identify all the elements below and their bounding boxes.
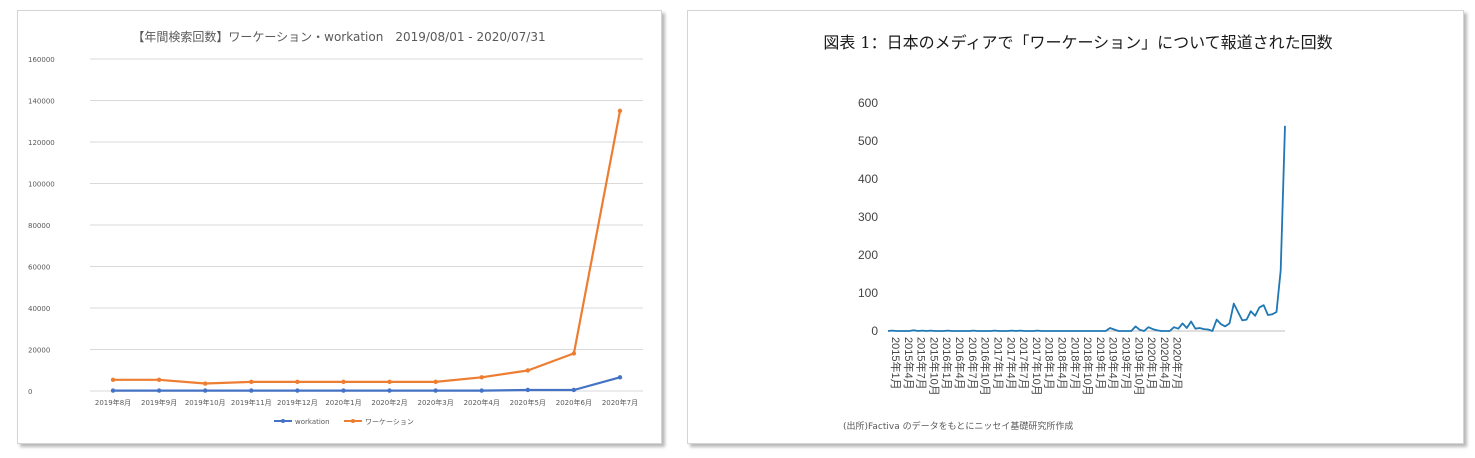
y-tick-label: 120000 <box>28 139 55 147</box>
data-point <box>433 379 438 385</box>
y-tick-label: 200 <box>858 248 878 262</box>
x-tick-label: 2016年10月 <box>979 337 993 396</box>
x-tick-label: 2020年7月 <box>1171 337 1185 390</box>
report-count-line <box>887 125 1286 332</box>
x-tick-label: 2016年7月 <box>966 337 980 390</box>
data-point <box>341 388 346 393</box>
y-tick-label: 60000 <box>28 264 50 272</box>
data-point <box>295 388 300 393</box>
x-tick-label: 2020年3月 <box>417 398 453 407</box>
x-tick-label: 2018年10月 <box>1081 337 1095 396</box>
x-tick-label: 2017年7月 <box>1017 337 1031 390</box>
y-tick-label: 300 <box>858 210 878 224</box>
x-tick-label: 2017年1月 <box>991 337 1005 390</box>
x-tick-label: 2019年1月 <box>1094 337 1108 390</box>
y-tick-label: 0 <box>871 324 878 338</box>
x-tick-label: 2019年10月 <box>1132 337 1146 396</box>
x-tick-label: 2017年4月 <box>1004 337 1018 390</box>
y-tick-label: 600 <box>858 96 878 110</box>
legend-marker <box>281 419 285 423</box>
data-point <box>571 351 577 356</box>
data-point <box>249 379 254 385</box>
x-tick-label: 2019年10月 <box>185 398 226 407</box>
data-point <box>295 379 300 385</box>
x-tick-label: 2018年4月 <box>1055 337 1069 390</box>
y-tick-label: 500 <box>858 134 878 148</box>
legend-label: workation <box>295 418 330 426</box>
data-point <box>525 387 530 393</box>
y-tick-label: 100000 <box>28 181 55 189</box>
y-tick-label: 160000 <box>28 56 55 64</box>
x-tick-label: 2020年5月 <box>510 398 546 407</box>
x-tick-label: 2020年1月 <box>325 398 361 407</box>
y-tick-label: 0 <box>28 388 32 396</box>
data-point <box>110 388 116 393</box>
data-point <box>387 379 392 385</box>
x-tick-label: 2019年9月 <box>141 398 177 407</box>
chart-title: 図表 1：日本のメディアで「ワーケーション」について報道された回数 <box>823 33 1332 52</box>
data-point <box>525 368 530 373</box>
x-tick-label: 2016年1月 <box>940 337 954 390</box>
x-tick-label: 2018年7月 <box>1068 337 1082 390</box>
data-point <box>203 388 208 393</box>
x-tick-label: 2018年1月 <box>1043 337 1057 390</box>
x-tick-label: 2019年8月 <box>95 398 131 407</box>
x-tick-label: 2017年10月 <box>1030 337 1044 396</box>
y-tick-label: 100 <box>858 286 878 300</box>
data-point <box>156 377 162 382</box>
data-point <box>341 379 346 385</box>
media-reports-chart-panel: 図表 1：日本のメディアで「ワーケーション」について報道された回数 0 100 20… <box>687 10 1464 444</box>
x-tick-label: 2020年4月 <box>1158 337 1172 390</box>
chart-title: 【年間検索回数】ワーケーション・workation 2019/08/01 - 2… <box>132 29 545 44</box>
x-tick-label: 2020年1月 <box>1145 337 1159 390</box>
x-tick-label: 2019年7月 <box>1120 337 1134 390</box>
data-point <box>571 387 577 393</box>
x-tick-label: 2015年1月 <box>889 337 903 390</box>
x-tick-label: 2019年12月 <box>277 398 318 407</box>
data-point <box>617 375 623 380</box>
data-point <box>156 388 162 393</box>
data-point <box>249 388 254 393</box>
data-point <box>479 375 484 380</box>
x-tick-label: 2015年10月 <box>927 337 941 396</box>
x-tick-label: 2020年6月 <box>556 398 592 407</box>
x-tick-label: 2020年2月 <box>371 398 407 407</box>
legend-label: ワーケーション <box>365 418 414 426</box>
data-point <box>387 388 392 393</box>
x-tick-label: 2015年4月 <box>902 337 916 390</box>
x-tick-label: 2015年7月 <box>915 337 929 390</box>
x-tick-label: 2020年4月 <box>464 398 500 407</box>
series-line-0 <box>113 376 621 392</box>
data-point <box>203 381 208 386</box>
source-note: (出所)Factiva のデータをもとにニッセイ基礎研究所作成 <box>843 420 1073 432</box>
legend-marker <box>351 419 355 423</box>
y-tick-label: 400 <box>858 172 878 186</box>
search-count-chart-panel: 【年間検索回数】ワーケーション・workation 2019/08/01 - 2… <box>17 10 662 444</box>
y-tick-label: 80000 <box>28 222 50 230</box>
data-point <box>110 377 116 382</box>
search-count-chart: 【年間検索回数】ワーケーション・workation 2019/08/01 - 2… <box>28 29 643 426</box>
y-tick-label: 40000 <box>28 305 50 313</box>
data-point <box>617 108 623 114</box>
media-reports-chart: 図表 1：日本のメディアで「ワーケーション」について報道された回数 0 100 20… <box>823 33 1332 432</box>
x-tick-label: 2019年11月 <box>231 398 272 407</box>
y-tick-label: 20000 <box>28 347 50 355</box>
data-point <box>479 388 484 393</box>
x-tick-label: 2016年4月 <box>953 337 967 390</box>
y-tick-label: 140000 <box>28 98 55 106</box>
x-tick-label: 2020年7月 <box>602 398 638 407</box>
x-tick-label: 2019年4月 <box>1107 337 1121 390</box>
data-point <box>433 388 438 393</box>
series-line-1 <box>113 110 622 385</box>
